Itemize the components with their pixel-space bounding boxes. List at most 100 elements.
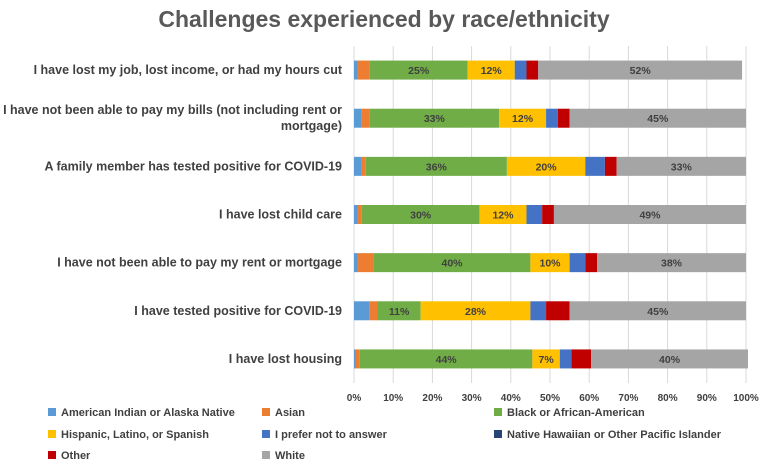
legend-label: Native Hawaiian or Other Pacific Islande… [507,429,722,441]
bar-segment [604,156,617,176]
bar-segment [559,349,572,369]
bar-segment [546,301,570,321]
bar-segment [530,253,570,273]
bar-segment [361,156,366,176]
legend-swatch [262,451,270,459]
bar-segment [553,205,746,224]
bar-segment [354,253,358,273]
data-label: 44% [436,354,458,366]
bar-segment [514,60,527,80]
bar-segment [597,253,746,273]
data-label: 12% [512,113,534,125]
bar-segment [467,60,515,80]
bar-segment [357,60,370,80]
bar-segment [369,108,500,128]
bar-segment [526,60,539,80]
bar-segment [420,301,531,321]
x-tick-label: 70% [618,393,638,404]
x-tick-label: 40% [501,393,521,404]
bar-segment [538,60,743,80]
category-label: mortgage) [281,119,342,133]
data-label: 11% [389,306,410,318]
data-label: 28% [465,306,487,318]
legend-swatch [262,408,270,416]
legend-label: Asian [275,407,305,419]
x-tick-label: 80% [658,393,678,404]
legend-label: Other [61,450,91,462]
bar-segment [354,60,358,80]
bar-segment [506,156,586,176]
data-label: 40% [441,258,463,270]
legend-swatch [494,430,502,438]
legend-swatch [262,430,270,438]
data-label: 12% [481,65,503,77]
legend-swatch [48,408,56,416]
x-tick-label: 20% [422,393,442,404]
bar-segment [479,205,527,224]
bar-segment [526,205,543,224]
bar-segment [571,349,592,369]
x-tick-label: 100% [733,393,759,404]
data-label: 52% [630,65,652,77]
bar-segment [361,205,480,224]
bar-segment [365,156,507,176]
category-label: I have lost my job, lost income, or had … [34,63,343,77]
data-label: 20% [536,161,558,173]
data-label: 49% [639,210,661,222]
bar-segment [359,349,533,369]
bar-segment [354,349,356,369]
data-label: 7% [538,354,554,366]
bar-segment [373,253,531,273]
category-label: I have not been able to pay my rent or m… [57,256,342,270]
bar-segment [585,253,598,273]
data-label: 40% [659,354,681,366]
category-label: A family member has tested positive for … [44,159,342,173]
bar-segment [357,205,362,224]
chart-title: Challenges experienced by race/ethnicity [158,6,610,32]
bar-segment [355,349,360,369]
bar-segment [354,205,358,224]
bar-segment [499,108,547,128]
bar-segment [530,301,547,321]
x-tick-label: 60% [579,393,599,404]
bar-segment [585,156,605,176]
x-tick-label: 10% [383,393,403,404]
data-label: 33% [424,113,446,125]
data-label: 45% [647,113,669,125]
data-label: 45% [647,306,669,318]
legend-label: I prefer not to answer [275,429,388,441]
bar-segment [369,60,468,80]
category-label: I have lost child care [219,208,342,222]
legend-swatch [48,451,56,459]
bar-segment [354,108,362,128]
bar-segment [377,301,421,321]
data-label: 38% [661,258,683,270]
x-tick-label: 50% [540,393,560,404]
category-label: I have lost housing [229,352,342,366]
bar-segment [542,205,554,224]
bar-segment [357,253,374,273]
legend-swatch [494,408,502,416]
bar-segment [616,156,746,176]
bar-segment [361,108,370,128]
bar-segment [532,349,560,369]
legend-label: Hispanic, Latino, or Spanish [61,429,209,441]
bar-segment [369,301,378,321]
legend-label: American Indian or Alaska Native [61,407,235,419]
data-label: 10% [539,258,561,270]
category-label: I have not been able to pay my bills (no… [3,103,342,117]
bar-segment [569,301,746,321]
category-label: I have tested positive for COVID-19 [134,304,342,318]
bar-segment [557,108,570,128]
data-label: 12% [492,210,514,222]
bar-segment [354,156,362,176]
legend-label: Black or African-American [507,407,645,419]
bar-segment [546,108,558,128]
bar-segment [569,108,746,128]
x-tick-label: 90% [697,393,717,404]
legend-label: White [275,450,305,462]
data-label: 30% [410,210,432,222]
bar-segment [569,253,586,273]
x-tick-label: 30% [462,393,482,404]
